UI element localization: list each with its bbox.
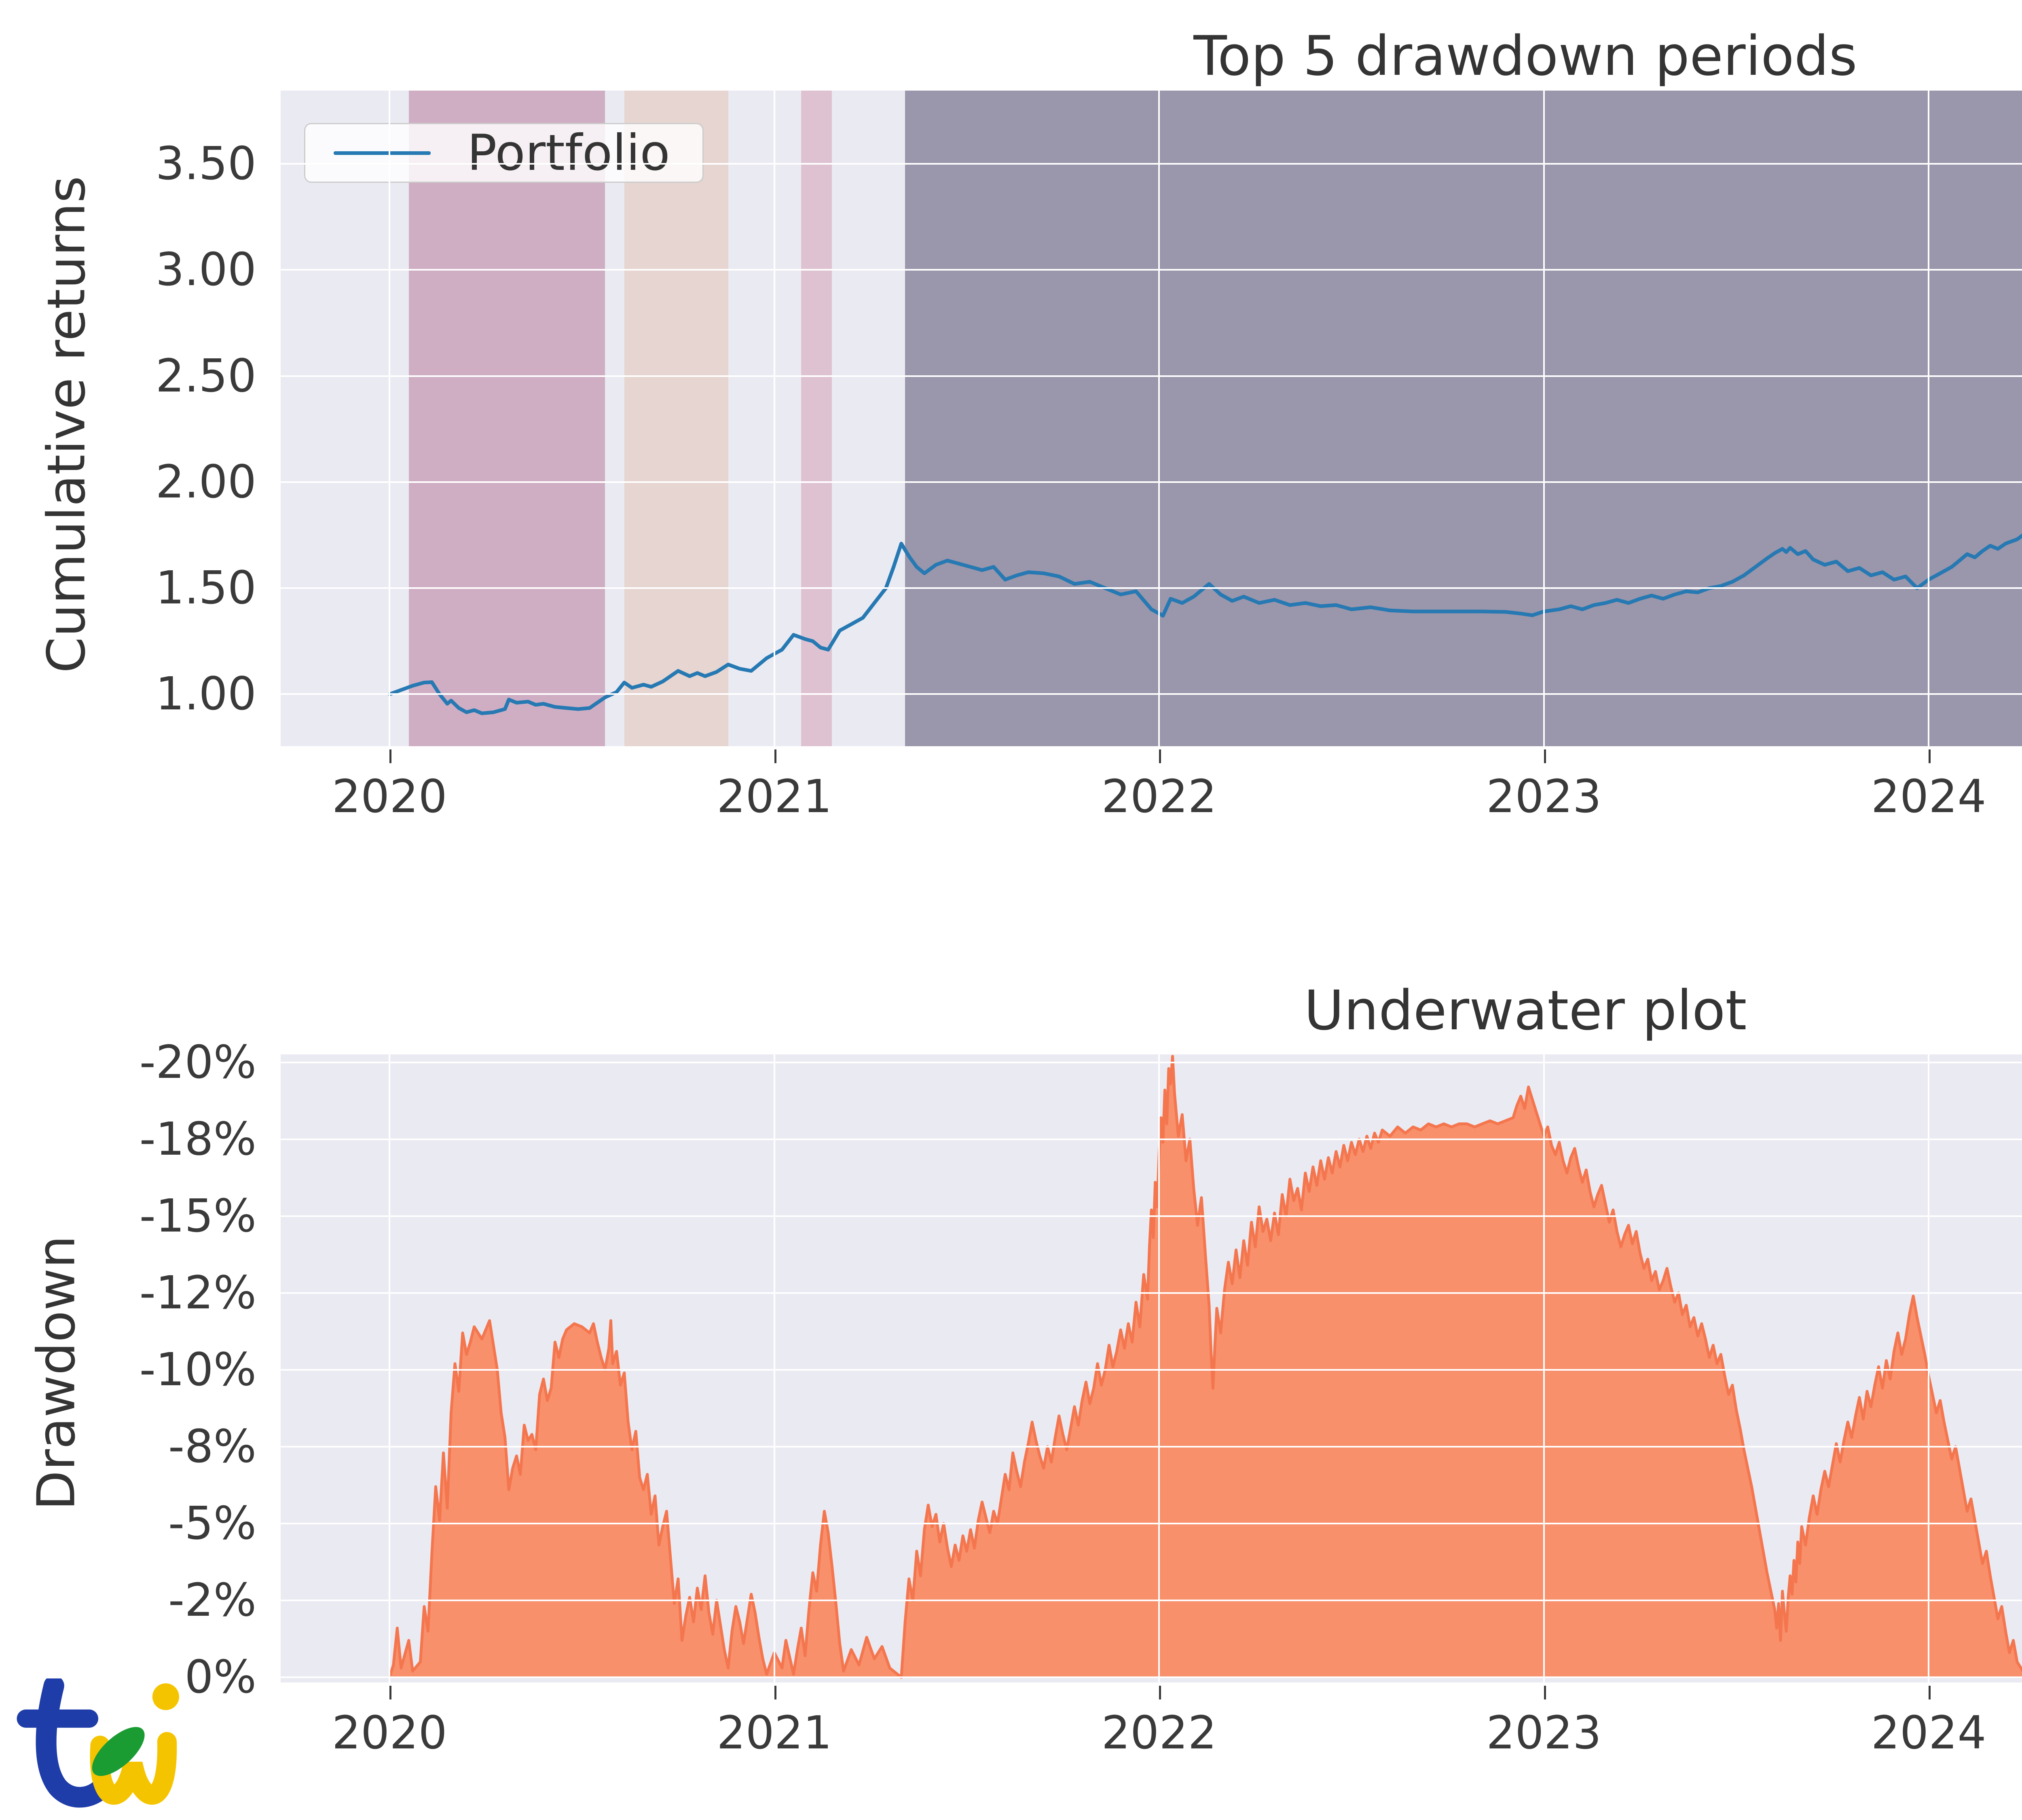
drawdown-period-2 xyxy=(624,91,728,746)
x-tick-mark xyxy=(1159,1686,1161,1699)
gridline xyxy=(281,1522,2022,1524)
portfolio-line xyxy=(387,533,2022,715)
drawdown-area-edge xyxy=(388,1055,2022,1679)
gridline xyxy=(1158,91,1160,746)
legend-line-sample xyxy=(334,151,431,155)
gridline xyxy=(281,1676,2022,1678)
y-tick-label: -5% xyxy=(168,1497,256,1550)
portfolio-line-chart xyxy=(387,533,2022,715)
x-tick-label: 2024 xyxy=(1871,1707,1986,1759)
y-tick-label: 3.50 xyxy=(155,137,256,190)
gridline xyxy=(281,269,2022,271)
gridline xyxy=(389,91,391,746)
y-tick-label: 1.00 xyxy=(155,668,256,721)
y-tick-label: -8% xyxy=(168,1420,256,1473)
bottom-chart-title: Underwater plot xyxy=(1304,979,1747,1042)
underwater-plot xyxy=(281,1054,2022,1682)
y-tick-label: -10% xyxy=(139,1343,256,1396)
drawdown-period-4 xyxy=(905,91,2022,746)
x-tick-mark xyxy=(389,749,392,763)
gridline xyxy=(1543,1054,1545,1682)
x-tick-label: 2021 xyxy=(717,770,832,823)
gridline xyxy=(281,1061,2022,1063)
y-tick-label: -20% xyxy=(139,1036,256,1089)
gridline xyxy=(281,587,2022,589)
x-tick-mark xyxy=(1544,749,1546,763)
gridline xyxy=(281,1215,2022,1217)
gridline xyxy=(281,163,2022,165)
legend[interactable]: Portfolio xyxy=(304,123,704,183)
gridline xyxy=(1928,1054,1930,1682)
x-tick-label: 2024 xyxy=(1871,770,1986,823)
gridline xyxy=(281,1369,2022,1371)
top-y-axis-label: Cumulative returns xyxy=(36,176,97,673)
gridline xyxy=(1928,91,1930,746)
legend-label: Portfolio xyxy=(467,124,670,182)
gridline xyxy=(389,1054,391,1682)
x-tick-mark xyxy=(1159,749,1161,763)
x-tick-label: 2021 xyxy=(717,1707,832,1759)
logo-dot xyxy=(152,1683,179,1710)
gridline xyxy=(281,1292,2022,1294)
cumulative-returns-plot: Portfolio xyxy=(281,91,2022,746)
x-tick-mark xyxy=(1929,1686,1931,1699)
x-tick-mark xyxy=(774,749,776,763)
y-tick-label: -12% xyxy=(139,1266,256,1319)
y-tick-label: -18% xyxy=(139,1113,256,1166)
logo-leaf xyxy=(92,1727,145,1776)
x-tick-label: 2020 xyxy=(332,1707,447,1759)
gridline xyxy=(773,1054,775,1682)
tcw-logo xyxy=(17,1678,179,1808)
y-tick-label: 2.50 xyxy=(155,349,256,402)
x-tick-label: 2020 xyxy=(332,770,447,823)
gridline xyxy=(773,91,775,746)
x-tick-label: 2022 xyxy=(1101,1707,1217,1759)
gridline xyxy=(281,1445,2022,1448)
drawdown-period-1 xyxy=(408,91,605,746)
y-tick-label: 2.00 xyxy=(155,455,256,508)
top-chart-title: Top 5 drawdown periods xyxy=(1193,24,1857,88)
y-tick-label: -15% xyxy=(139,1189,256,1242)
gridline xyxy=(281,693,2022,695)
y-tick-label: -2% xyxy=(168,1574,256,1627)
y-tick-label: 1.50 xyxy=(155,562,256,615)
x-tick-mark xyxy=(1544,1686,1546,1699)
gridline xyxy=(1543,91,1545,746)
drawdown-area-fill xyxy=(389,1056,2022,1678)
drawdown-area-chart xyxy=(388,1055,2022,1679)
x-tick-label: 2023 xyxy=(1486,770,1602,823)
x-tick-mark xyxy=(1929,749,1931,763)
gridline xyxy=(281,375,2022,377)
x-tick-mark xyxy=(774,1686,776,1699)
x-tick-label: 2022 xyxy=(1101,770,1217,823)
y-tick-label: 0% xyxy=(184,1651,256,1704)
drawdown-period-3 xyxy=(801,91,832,746)
logo-letter-w xyxy=(90,1732,177,1805)
gridline xyxy=(281,481,2022,483)
x-tick-label: 2023 xyxy=(1486,1707,1602,1759)
gridline xyxy=(281,1138,2022,1140)
gridline xyxy=(281,1600,2022,1602)
x-tick-mark xyxy=(389,1686,392,1699)
gridline xyxy=(1158,1054,1160,1682)
y-tick-label: 3.00 xyxy=(155,243,256,296)
